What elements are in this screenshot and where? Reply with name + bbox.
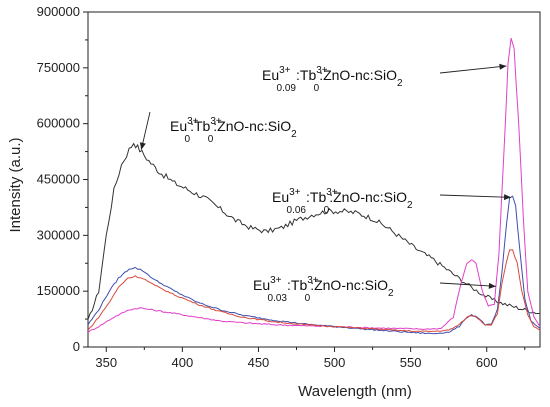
annotation-label-0: Eu3+ 0.09:Tb3+ 0:ZnO-nc:SiO2 — [262, 65, 403, 94]
annotation-part-sup2: 3+ — [307, 275, 319, 286]
y-tick-label: 750000 — [37, 60, 80, 75]
x-tick-label: 550 — [400, 355, 422, 370]
annotation-part-sub2: 0 — [208, 134, 214, 145]
annotation-part-sub: 0 — [185, 134, 191, 145]
annotation-arrow-line-3 — [439, 282, 496, 287]
y-tick-label: 450000 — [37, 172, 80, 187]
x-tick-label: 400 — [172, 355, 194, 370]
y-tick-label: 0 — [73, 339, 80, 354]
annotation-label-3: Eu3+ 0.03:Tb3+ 0:ZnO-nc:SiO2 — [253, 275, 394, 304]
annotation-part-sub3: 2 — [291, 129, 297, 140]
annotation-arrowhead-0 — [499, 63, 507, 70]
annotation-part-rest2: :ZnO-nc:SiO — [310, 277, 388, 293]
x-tick-label: 350 — [95, 355, 117, 370]
annotation-part-sup: 3+ — [279, 65, 291, 76]
annotation-part-main: Eu — [272, 189, 289, 205]
axes: 350 400 450 500 550 600 0 150000 300000 450000 600… — [37, 4, 541, 370]
annotation-arrowhead-3 — [488, 282, 496, 289]
annotation-arrowhead-2 — [504, 194, 512, 201]
annotation-arrow-line-2 — [439, 194, 512, 198]
annotation-part-sub3: 2 — [388, 288, 394, 299]
series-group — [87, 37, 541, 335]
annotation-part-main: Eu — [170, 118, 187, 134]
annotation-part-sub2: 0 — [314, 83, 320, 94]
annotation-part-main: Eu — [262, 67, 279, 83]
annotation-part-rest2: :ZnO-nc:SiO — [329, 189, 407, 205]
x-axis-title: Wavelength (nm) — [298, 383, 412, 400]
annotation-part-sub: 0.09 — [277, 83, 297, 94]
annotation-part-sub: 0.03 — [268, 293, 288, 304]
annotation-part-rest1: :Tb — [287, 277, 307, 293]
annotation-part-sub3: 2 — [397, 78, 403, 89]
annotation-part-sup: 3+ — [270, 275, 282, 286]
x-tick-label: 500 — [324, 355, 346, 370]
annotation-label-2: Eu3+ 0.06:Tb3+ 0:ZnO-nc:SiO2 — [272, 187, 413, 216]
annotation-arrowhead-1 — [139, 142, 146, 150]
annotation-part-sup2: 3+ — [210, 116, 222, 127]
y-tick-label: 150000 — [37, 283, 80, 298]
annotation-part-main: Eu — [253, 277, 270, 293]
annotation-label-1: Eu3+ 0:Tb3+ 0:ZnO-nc:SiO2 — [170, 116, 297, 145]
y-tick-label: 300000 — [37, 227, 80, 242]
y-axis-title: Intensity (a.u.) — [7, 137, 24, 232]
series-line-3 — [87, 249, 541, 333]
annotation-part-sub3: 2 — [407, 200, 413, 211]
annotation-part-sub: 0.06 — [287, 205, 307, 216]
annotation-part-sup: 3+ — [187, 116, 199, 127]
plot-frame — [87, 11, 541, 348]
annotation-part-rest1: :Tb — [296, 67, 316, 83]
x-tick-label: 450 — [248, 355, 270, 370]
annotation-part-rest2: :ZnO-nc:SiO — [319, 67, 397, 83]
annotation-part-sup2: 3+ — [326, 187, 338, 198]
annotation-arrow-line-0 — [439, 65, 507, 74]
x-tick-label: 600 — [476, 355, 498, 370]
annotation-part-rest2: :ZnO-nc:SiO — [213, 118, 291, 134]
annotation-part-sup: 3+ — [289, 187, 301, 198]
y-tick-label: 600000 — [37, 116, 80, 131]
annotation-part-rest1: :Tb — [190, 118, 210, 134]
annotation-part-sub2: 0 — [305, 293, 311, 304]
annotation-part-rest1: :Tb — [306, 189, 326, 205]
annotation-part-sub2: 0 — [324, 205, 330, 216]
y-tick-label: 900000 — [37, 4, 80, 19]
annotation-part-sup2: 3+ — [316, 65, 328, 76]
series-line-1 — [87, 37, 541, 333]
series-line-0 — [87, 142, 540, 320]
